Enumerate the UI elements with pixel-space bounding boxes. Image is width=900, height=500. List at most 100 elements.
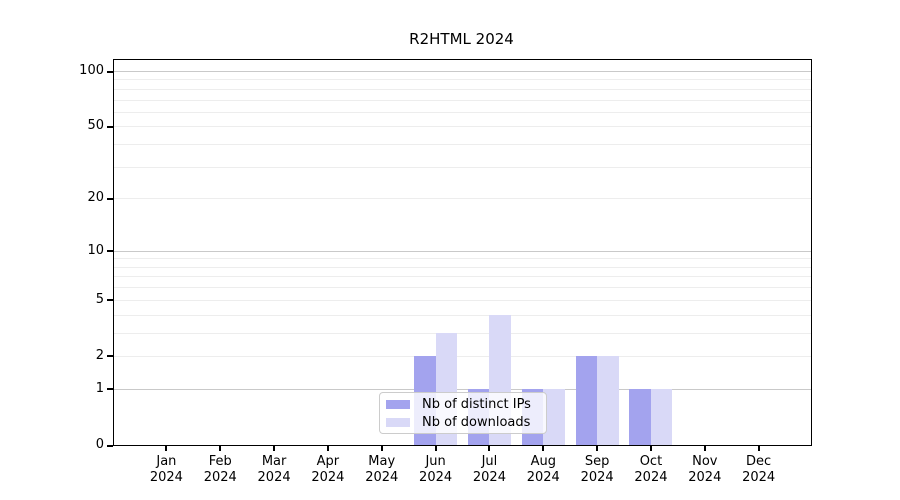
x-tick-label-jan: Jan 2024 [136,454,196,486]
legend-label-distinct-ips: Nb of distinct IPs [422,396,531,412]
x-tick-label-feb: Feb 2024 [190,454,250,486]
chart-title: R2HTML 2024 [409,30,514,48]
minor-gridline-5 [114,299,811,301]
x-tick-nov [703,445,706,451]
x-tick-month: Aug [530,454,556,469]
bar-oct-distinct-ips [629,388,651,445]
x-tick-year: 2024 [203,470,237,485]
y-tick-label-0: 0 [95,437,104,452]
minor-gridline-50 [114,126,811,128]
gridlines-layer [114,60,811,445]
axes-layer: 100 50 20 10 5 2 1 0 Jan 2024 Feb 2024 Mar 2024 Apr 202… [79,60,811,485]
x-tick-month: Jul [481,454,498,469]
y-tick-100 [107,70,113,73]
y-tick-10 [107,250,113,253]
x-tick-label-may: May 2024 [352,454,412,486]
x-tick-month: Mar [261,454,287,469]
x-tick-month: Feb [208,454,232,469]
minor-gridline-40 [114,144,811,146]
minor-gridline-20 [114,198,811,200]
minor-gridline-30 [114,166,811,168]
minor-gridline-2 [114,355,811,357]
plot-area: 100 50 20 10 5 2 1 0 Jan 2024 Feb 2024 Mar 2024 Apr 202… [79,59,812,485]
y-tick-50 [107,125,113,128]
x-tick-feb [219,445,222,451]
legend-swatch-downloads [386,417,410,427]
y-tick-label-20: 20 [87,190,104,206]
minor-gridline-80 [114,88,811,90]
x-tick-label-oct: Oct 2024 [621,454,681,486]
x-tick-year: 2024 [634,470,668,485]
x-tick-label-dec: Dec 2024 [729,454,789,486]
x-tick-month: Sep [584,454,610,469]
x-tick-month: Jan [156,454,177,469]
x-tick-month: May [368,454,396,469]
y-tick-5 [107,299,113,302]
legend-label-downloads: Nb of downloads [422,414,531,430]
minor-gridline-3 [114,332,811,334]
x-tick-label-aug: Aug 2024 [513,454,573,486]
x-tick-year: 2024 [311,470,345,485]
x-tick-dec [757,445,760,451]
legend-item-downloads: Nb of downloads [386,413,538,431]
x-tick-year: 2024 [580,470,614,485]
x-tick-jul [488,445,491,451]
x-tick-jan [165,445,168,451]
x-tick-label-nov: Nov 2024 [675,454,735,486]
y-tick-label-2: 2 [95,347,104,363]
bar-sep-downloads [597,355,619,445]
x-tick-month: Oct [639,454,663,469]
x-tick-year: 2024 [742,470,776,485]
y-tick-2 [107,355,113,358]
y-tick-label-5: 5 [95,291,104,307]
minor-gridline-6 [114,287,811,289]
x-tick-year: 2024 [526,470,560,485]
x-tick-month: Nov [692,454,718,469]
legend: Nb of distinct IPs Nb of downloads [379,392,547,434]
legend-swatch-distinct-ips [386,399,410,409]
x-tick-year: 2024 [419,470,453,485]
x-tick-year: 2024 [257,470,291,485]
x-tick-year: 2024 [688,470,722,485]
minor-gridline-4 [114,314,811,316]
legend-item-distinct-ips: Nb of distinct IPs [386,395,538,413]
minor-gridline-60 [114,111,811,113]
x-tick-jun [434,445,437,451]
minor-gridline-9 [114,258,811,260]
x-tick-apr [326,445,329,451]
x-tick-mar [273,445,276,451]
x-tick-label-jun: Jun 2024 [406,454,466,486]
major-gridline-10 [114,250,811,252]
minor-gridline-7 [114,276,811,278]
major-gridline-100 [114,71,811,72]
x-tick-may [380,445,383,451]
minor-gridline-90 [114,79,811,81]
minor-gridline-8 [114,266,811,268]
x-tick-label-jul: Jul 2024 [459,454,519,486]
x-tick-year: 2024 [149,470,183,485]
x-tick-label-apr: Apr 2024 [298,454,358,486]
x-tick-oct [649,445,652,451]
bar-sep-distinct-ips [575,355,598,445]
x-tick-label-mar: Mar 2024 [244,454,304,486]
major-gridline-1 [114,388,811,390]
y-tick-label-50: 50 [87,118,104,134]
x-tick-year: 2024 [472,470,506,485]
y-tick-label-10: 10 [87,242,104,258]
y-tick-label-100: 100 [79,63,104,78]
y-tick-0 [107,444,113,447]
x-tick-label-sep: Sep 2024 [567,454,627,486]
x-tick-month: Jun [425,454,446,469]
bar-aug-downloads [543,388,565,445]
x-tick-sep [596,445,599,451]
x-tick-year: 2024 [365,470,399,485]
y-tick-1 [107,388,113,391]
y-tick-label-1: 1 [95,380,104,396]
x-tick-month: Apr [316,454,340,469]
y-tick-20 [107,197,113,200]
x-tick-aug [542,445,545,451]
x-tick-month: Dec [746,454,772,469]
bar-oct-downloads [650,388,673,445]
minor-gridline-70 [114,99,811,101]
